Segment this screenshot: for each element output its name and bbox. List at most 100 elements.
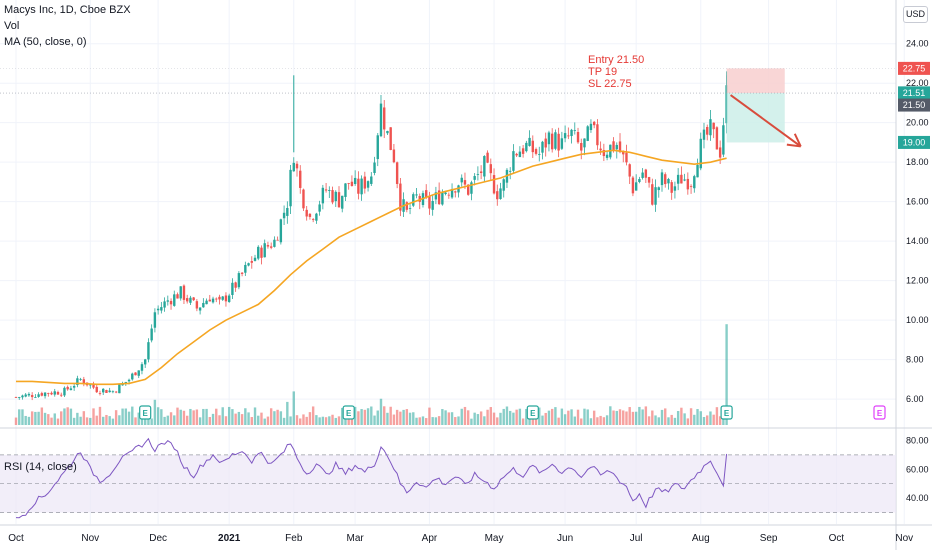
candle-body <box>496 191 499 200</box>
candle-body <box>680 174 683 184</box>
take-profit-zone[interactable] <box>726 93 785 143</box>
volume-bar <box>37 411 40 425</box>
volume-bar <box>108 416 111 425</box>
candle-body <box>563 133 567 139</box>
volume-bar <box>538 407 541 425</box>
volume-bar <box>392 414 396 425</box>
candle-body <box>618 141 622 153</box>
volume-bar <box>124 408 128 425</box>
volume-bar <box>667 417 670 425</box>
candle-body <box>550 133 554 150</box>
time-axis-label: Jul <box>630 533 643 544</box>
volume-bar <box>260 412 263 425</box>
volume-bar <box>266 416 270 425</box>
candle-body <box>651 184 654 205</box>
volume-bar <box>56 418 60 425</box>
volume-bar <box>82 411 86 425</box>
candle-body <box>127 379 131 382</box>
candle-body <box>386 130 389 134</box>
volume-bar <box>92 408 95 425</box>
candle-body <box>486 152 489 163</box>
candle-body <box>357 178 360 194</box>
volume-bar <box>98 406 102 425</box>
volume-bar <box>718 416 722 425</box>
candle-body <box>434 192 438 200</box>
volume-bar <box>654 415 657 425</box>
candle-body <box>114 391 118 393</box>
candle-body <box>615 144 618 150</box>
candle-body <box>473 176 476 180</box>
candle-body <box>315 213 318 221</box>
time-axis-label: Feb <box>285 533 303 544</box>
candle-body <box>18 397 21 398</box>
volume-bar <box>460 408 463 425</box>
candle-body <box>583 138 586 148</box>
earnings-marker-upcoming[interactable] <box>873 405 886 420</box>
volume-bar <box>641 409 644 425</box>
volume-bar <box>24 415 27 425</box>
earnings-marker[interactable] <box>720 405 733 420</box>
price-axis-label: 18.00 <box>906 157 929 167</box>
trade-arrow-head <box>786 143 801 148</box>
stop-loss-zone[interactable] <box>726 68 785 94</box>
ma-legend[interactable]: MA (50, close, 0) <box>4 36 87 48</box>
volume-bar <box>43 412 47 425</box>
volume-bar <box>680 407 683 425</box>
trade-arrow[interactable] <box>730 94 802 148</box>
volume-bar <box>244 408 247 425</box>
rsi-legend[interactable]: RSI (14, close) <box>4 461 77 473</box>
volume-bar <box>450 412 454 425</box>
earnings-marker[interactable] <box>342 405 355 420</box>
volume-bar <box>421 416 425 425</box>
volume-bar <box>185 415 189 425</box>
candle-body <box>231 282 234 295</box>
volume-bar <box>525 408 528 425</box>
volume-bar <box>85 417 89 425</box>
volume-bar <box>560 408 564 425</box>
candle-body <box>202 302 205 308</box>
volume-bar <box>670 414 673 425</box>
volume-bar <box>521 418 525 425</box>
candle-body <box>195 301 199 309</box>
volume-bar <box>467 410 470 425</box>
volume-bar <box>192 410 195 425</box>
earnings-marker[interactable] <box>139 405 152 420</box>
earnings-marker[interactable] <box>526 405 539 420</box>
candle-body <box>408 208 412 209</box>
price-axis-label: 14.00 <box>906 236 929 246</box>
volume-bar <box>182 410 186 425</box>
candle-body <box>43 392 47 397</box>
volume-bar <box>321 416 325 425</box>
candle-body <box>131 373 134 380</box>
candle-body <box>696 164 699 178</box>
candle-body <box>534 149 538 154</box>
symbol-legend[interactable]: Macys Inc, 1D, Cboe BZX <box>4 4 131 16</box>
volume-bar <box>725 324 728 425</box>
volume-bar <box>237 411 241 425</box>
candle-body <box>521 148 525 154</box>
price-axis-label: 24.00 <box>906 39 929 49</box>
volume-legend[interactable]: Vol <box>4 20 20 32</box>
candle-body <box>467 184 470 195</box>
candle-body <box>547 132 551 145</box>
volume-bar <box>622 410 625 425</box>
candle-body <box>567 135 570 137</box>
candle-body <box>69 388 73 391</box>
currency-button[interactable]: USD <box>903 6 928 23</box>
volume-bar <box>173 415 176 425</box>
candle-body <box>153 312 157 328</box>
candle-body <box>92 383 95 388</box>
price-axis-label: 10.00 <box>906 315 929 325</box>
volume-bar <box>702 417 706 425</box>
candle-body <box>218 296 221 300</box>
candle-body <box>98 393 102 394</box>
price-tag <box>898 98 930 112</box>
volume-bar <box>257 415 260 425</box>
time-axis-label: Sep <box>760 533 778 544</box>
candle-body <box>40 393 44 396</box>
volume-bar <box>305 416 308 425</box>
volume-bar <box>479 411 483 425</box>
candle-body <box>56 392 60 395</box>
volume-bar <box>176 407 179 425</box>
